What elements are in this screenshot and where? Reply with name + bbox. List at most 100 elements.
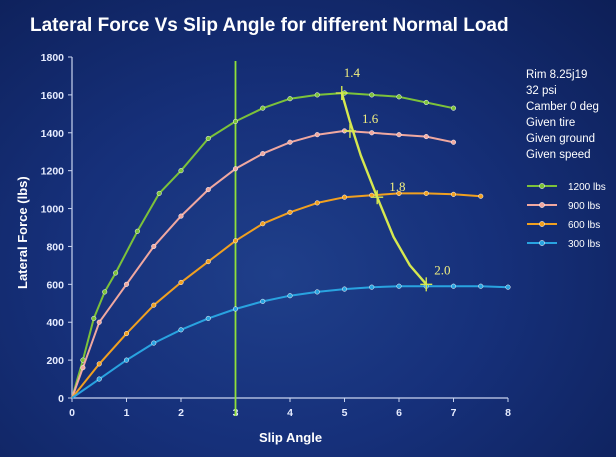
y-tick-label: 600 <box>46 279 64 291</box>
data-point <box>113 270 119 276</box>
data-point <box>123 281 130 287</box>
data-point <box>260 151 266 157</box>
data-point <box>478 193 484 199</box>
legend-marker <box>539 221 545 227</box>
y-axis-label: Lateral Force (lbs) <box>15 176 30 289</box>
data-point <box>341 194 348 200</box>
data-point <box>178 279 184 285</box>
data-point <box>123 331 130 337</box>
data-point <box>178 168 184 174</box>
peak-label: 1.4 <box>344 65 361 80</box>
series-line <box>71 92 454 399</box>
y-tick-label: 1400 <box>41 128 65 140</box>
data-point <box>260 105 266 111</box>
legend-marker <box>539 240 545 246</box>
series-line <box>71 285 509 399</box>
data-point <box>369 284 375 290</box>
data-point <box>260 298 266 304</box>
data-point <box>450 105 457 111</box>
data-point <box>369 130 375 136</box>
x-tick-label: 7 <box>451 407 457 419</box>
data-point <box>205 315 211 321</box>
data-point <box>178 213 184 219</box>
data-point <box>314 132 320 138</box>
data-point <box>134 228 140 234</box>
data-point <box>450 139 457 145</box>
data-point <box>80 365 86 371</box>
legend-marker <box>539 202 545 208</box>
data-point <box>478 283 484 289</box>
data-point <box>287 139 293 145</box>
data-point <box>505 284 511 290</box>
data-point <box>369 92 375 98</box>
test-conditions: Rim 8.25j19 32 psi Camber 0 deg Given tire G… <box>526 69 599 161</box>
data-point <box>314 289 320 295</box>
data-point <box>151 243 157 249</box>
data-point <box>314 92 320 98</box>
data-point <box>232 118 239 124</box>
y-tick-label: 1200 <box>41 166 65 178</box>
x-tick-label: 8 <box>505 407 511 419</box>
data-point <box>205 259 211 265</box>
peak-label: 1.6 <box>362 111 379 126</box>
data-point <box>151 302 157 308</box>
data-point <box>396 132 402 138</box>
data-point <box>423 134 429 140</box>
x-axis-label: Slip Angle <box>259 430 322 445</box>
y-tick-label: 1600 <box>41 90 65 102</box>
legend-marker <box>539 183 545 189</box>
peak-curve <box>340 92 428 286</box>
data-point <box>91 315 97 321</box>
data-point <box>396 94 402 100</box>
data-point <box>423 99 429 106</box>
data-point <box>396 190 402 196</box>
data-point <box>260 221 266 227</box>
data-point <box>287 209 293 215</box>
data-point <box>205 135 211 142</box>
legend-label: 300 lbs <box>568 239 600 250</box>
y-tick-label: 0 <box>58 393 64 405</box>
x-tick-labels: 012345678 <box>69 398 511 419</box>
x-tick-label: 0 <box>69 407 75 419</box>
x-tick-label: 1 <box>124 407 130 419</box>
peak-label: 1.8 <box>389 179 405 194</box>
legend-label: 900 lbs <box>568 201 600 212</box>
y-tick-label: 1800 <box>41 52 65 64</box>
x-tick-label: 2 <box>178 407 184 419</box>
data-point <box>287 293 293 299</box>
chart-title: Lateral Force Vs Slip Angle for differen… <box>30 15 509 36</box>
y-tick-label: 1000 <box>41 204 65 216</box>
info-line: Given speed <box>526 149 591 161</box>
info-line: 32 psi <box>526 85 557 97</box>
data-point <box>450 283 457 289</box>
data-point <box>423 190 429 196</box>
data-point <box>287 96 293 102</box>
data-point <box>123 357 130 363</box>
data-point <box>96 376 102 382</box>
y-tick-labels: 0 200 400 600 800 1000 1200 1400 1600 1800 <box>41 52 72 405</box>
x-tick-label: 4 <box>287 407 293 419</box>
info-line: Given ground <box>526 133 595 145</box>
series-group <box>71 90 511 399</box>
legend-label: 1200 lbs <box>568 182 606 193</box>
data-point <box>96 319 102 325</box>
series-line <box>71 129 454 399</box>
info-line: Rim 8.25j19 <box>526 69 587 81</box>
y-tick-label: 200 <box>46 355 64 367</box>
data-point <box>341 286 348 292</box>
series-line <box>71 192 481 399</box>
info-line: Camber 0 deg <box>526 101 599 113</box>
x-tick-label: 6 <box>396 407 402 419</box>
data-point <box>232 238 239 244</box>
x-tick-label: 5 <box>342 407 348 419</box>
data-point <box>450 191 457 197</box>
data-point <box>102 289 108 295</box>
data-point <box>314 200 320 206</box>
y-tick-label: 400 <box>46 317 64 329</box>
axes <box>71 57 508 399</box>
data-point <box>178 327 184 333</box>
data-point <box>205 187 211 193</box>
legend: 1200 lbs 900 lbs 600 lbs 300 lbs <box>527 182 606 250</box>
data-point <box>232 306 239 312</box>
